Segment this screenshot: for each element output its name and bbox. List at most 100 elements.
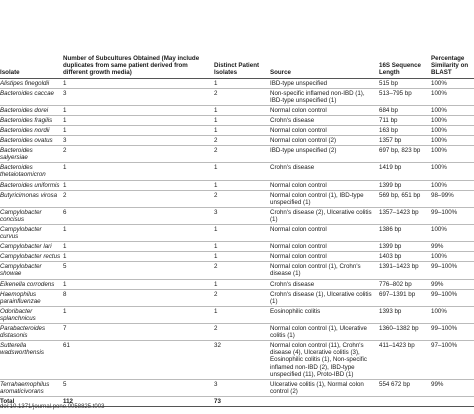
cell-subcultures: 2 <box>63 190 214 208</box>
table-footer: Total 112 73 <box>0 396 474 407</box>
cell-distinct: 1 <box>214 78 270 89</box>
cell-similarity: 99–100% <box>431 207 474 226</box>
header-distinct: Distinct Patient Isolates <box>214 0 270 79</box>
cell-distinct: 3 <box>214 207 270 226</box>
cell-subcultures: 1 <box>63 251 214 263</box>
cell-source: Normal colon control <box>270 125 379 137</box>
table-row: Odoribacter splanchnicus 1 1 Eosinophilic c… <box>0 306 474 325</box>
cell-subcultures: 1 <box>63 279 214 290</box>
cell-isolate: Bacteroides thetaiotaomicron <box>0 162 63 181</box>
cell-similarity: 100% <box>431 251 474 263</box>
cell-length: 163 bp <box>379 125 431 137</box>
doi-caption: doi:10.1371/journal.pone.0058825.t003 <box>0 404 105 410</box>
table-row: Alistipes finegoldii 1 1 IBD-type unspecifi… <box>0 78 474 89</box>
cell-similarity: 99–100% <box>431 323 474 342</box>
cell-subcultures: 3 <box>63 88 214 106</box>
cell-source: Normal colon control <box>270 251 379 263</box>
table-body: Alistipes finegoldii 1 1 IBD-type unspecifi… <box>0 78 474 397</box>
cell-distinct: 2 <box>214 261 270 280</box>
table-row: Parabacteroides distasonis 7 2 Normal colon… <box>0 323 474 342</box>
cell-similarity: 98–99% <box>431 190 474 208</box>
cell-isolate: Campylobacter concisus <box>0 207 63 226</box>
cell-length: 776–802 bp <box>379 279 431 290</box>
cell-isolate: Odoribacter splanchnicus <box>0 306 63 325</box>
cell-distinct: 3 <box>214 379 270 397</box>
cell-isolate: Parabacteroides distasonis <box>0 323 63 342</box>
cell-length: 1391–1423 bp <box>379 261 431 280</box>
cell-length: 411–1423 bp <box>379 340 431 380</box>
cell-similarity: 100% <box>431 180 474 191</box>
cell-distinct: 1 <box>214 224 270 243</box>
table-row: Campylobacter lari 1 1 Normal colon control… <box>0 241 474 253</box>
header-length: 16S Sequence Length <box>379 0 431 79</box>
cell-isolate: Campylobacter curvus <box>0 224 63 243</box>
cell-distinct: 1 <box>214 162 270 181</box>
cell-distinct: 1 <box>214 251 270 263</box>
cell-distinct: 1 <box>214 125 270 137</box>
cell-source: Normal colon control (1), Crohn's diseas… <box>270 261 379 280</box>
cell-source: Normal colon control (2) <box>270 135 379 147</box>
cell-length: 1393 bp <box>379 306 431 325</box>
cell-isolate: Bacteroides fragilis <box>0 115 63 126</box>
cell-isolate: Butyricimonas virosa <box>0 190 63 208</box>
table-row: Butyricimonas virosa 2 2 Normal colon contr… <box>0 190 474 208</box>
cell-subcultures: 1 <box>63 180 214 191</box>
cell-source: IBD-type unspecified (2) <box>270 145 379 164</box>
cell-source: Normal colon control <box>270 180 379 191</box>
cell-length: 1399 bp <box>379 241 431 253</box>
table-row: Bacteroides thetaiotaomicron 1 1 Crohn's di… <box>0 162 474 181</box>
cell-isolate: Bacteroides dorei <box>0 105 63 116</box>
cell-distinct: 2 <box>214 190 270 208</box>
table-row: Bacteroides caccae 3 2 Non-specific inflame… <box>0 88 474 106</box>
cell-source: Crohn's disease (2), Ulcerative colitis … <box>270 207 379 226</box>
table-row: Campylobacter concisus 6 3 Crohn's disease … <box>0 207 474 226</box>
cell-length: 515 bp <box>379 78 431 89</box>
cell-isolate: Campylobacter rectus <box>0 251 63 263</box>
table-row: Campylobacter rectus 1 1 Normal colon contr… <box>0 251 474 263</box>
cell-isolate: Haemophilus parainfluenzae <box>0 289 63 307</box>
cell-length: 697 bp, 823 bp <box>379 145 431 164</box>
header-similarity: Percentage Similarity on BLAST <box>431 0 474 79</box>
cell-length: 1419 bp <box>379 162 431 181</box>
cell-source: Crohn's disease <box>270 279 379 290</box>
cell-subcultures: 3 <box>63 135 214 147</box>
cell-subcultures: 8 <box>63 289 214 307</box>
cell-similarity: 100% <box>431 105 474 116</box>
table-row: Sutterella wadsworthensis 61 32 Normal colo… <box>0 340 474 380</box>
cell-isolate: Campylobacter lari <box>0 241 63 253</box>
cell-source: Crohn's disease (1), Ulcerative colitis … <box>270 289 379 307</box>
cell-isolate: Campylobacter showae <box>0 261 63 280</box>
cell-length: 1386 bp <box>379 224 431 243</box>
cell-isolate: Sutterella wadsworthensis <box>0 340 63 380</box>
cell-subcultures: 1 <box>63 115 214 126</box>
cell-isolate: Bacteroides ovatus <box>0 135 63 147</box>
cell-isolate: Bacteroides nordii <box>0 125 63 137</box>
cell-source: IBD-type unspecified <box>270 78 379 89</box>
cell-length: 1357–1423 bp <box>379 207 431 226</box>
cell-isolate: Bacteroides caccae <box>0 88 63 106</box>
table-row: Bacteroides uniformis 1 1 Normal colon cont… <box>0 180 474 191</box>
cell-distinct: 2 <box>214 289 270 307</box>
cell-source: Ulcerative colitis (1), Normal colon con… <box>270 379 379 397</box>
cell-length: 1357 bp <box>379 135 431 147</box>
cell-similarity: 100% <box>431 88 474 106</box>
cell-source: Crohn's disease <box>270 115 379 126</box>
cell-subcultures: 1 <box>63 224 214 243</box>
cell-distinct: 1 <box>214 105 270 116</box>
cell-distinct: 2 <box>214 323 270 342</box>
cell-similarity: 100% <box>431 224 474 243</box>
table-header: Isolate Number of Subcultures Obtained (… <box>0 0 474 79</box>
cell-isolate: Terrahaemophilus aromaticivorans <box>0 379 63 397</box>
cell-similarity: 100% <box>431 115 474 126</box>
header-subcultures: Number of Subcultures Obtained (May incl… <box>63 0 214 79</box>
cell-distinct: 32 <box>214 340 270 380</box>
cell-subcultures: 1 <box>63 241 214 253</box>
header-source: Source <box>270 0 379 79</box>
cell-subcultures: 1 <box>63 125 214 137</box>
cell-subcultures: 5 <box>63 379 214 397</box>
cell-distinct: 1 <box>214 241 270 253</box>
header-isolate: Isolate <box>0 0 63 79</box>
table-row: Campylobacter showae 5 2 Normal colon contr… <box>0 261 474 280</box>
